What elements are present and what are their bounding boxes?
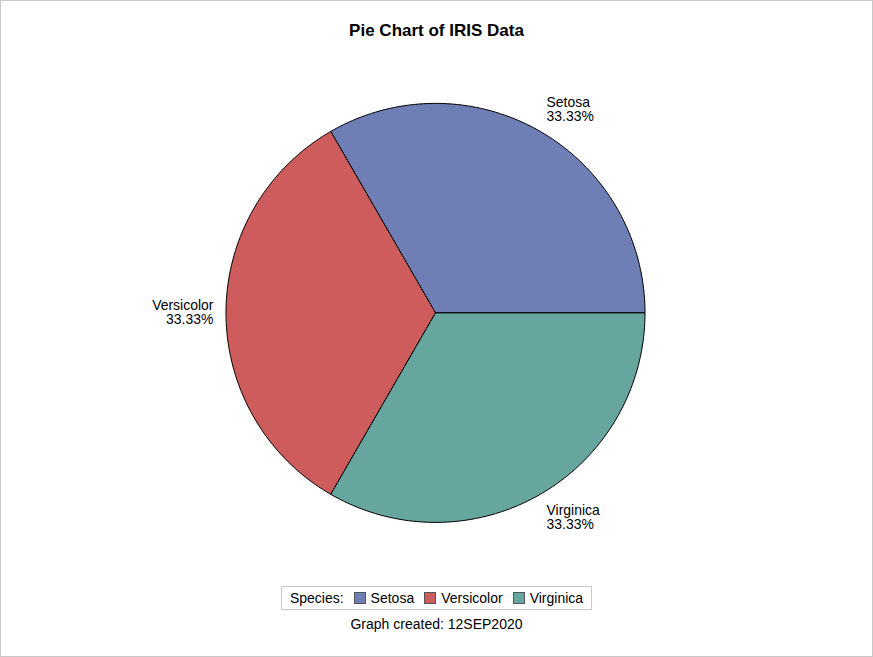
svg-text:Virginica33.33%: Virginica33.33% [547, 502, 600, 532]
html-text:Virginica: Virginica [529, 590, 584, 606]
html-text:Setosa: Setosa [370, 590, 415, 606]
html-text:Versicolor: Versicolor [441, 590, 503, 606]
svg-text:Versicolor33.33%: Versicolor33.33% [152, 297, 214, 327]
html-text:Graph created: 12SEP2020: Graph created: 12SEP2020 [350, 616, 523, 632]
html-text:Species:: Species: [289, 590, 344, 606]
svg-text:Setosa33.33%: Setosa33.33% [547, 94, 594, 124]
html-text:Pie Chart of IRIS Data: Pie Chart of IRIS Data [349, 21, 524, 40]
